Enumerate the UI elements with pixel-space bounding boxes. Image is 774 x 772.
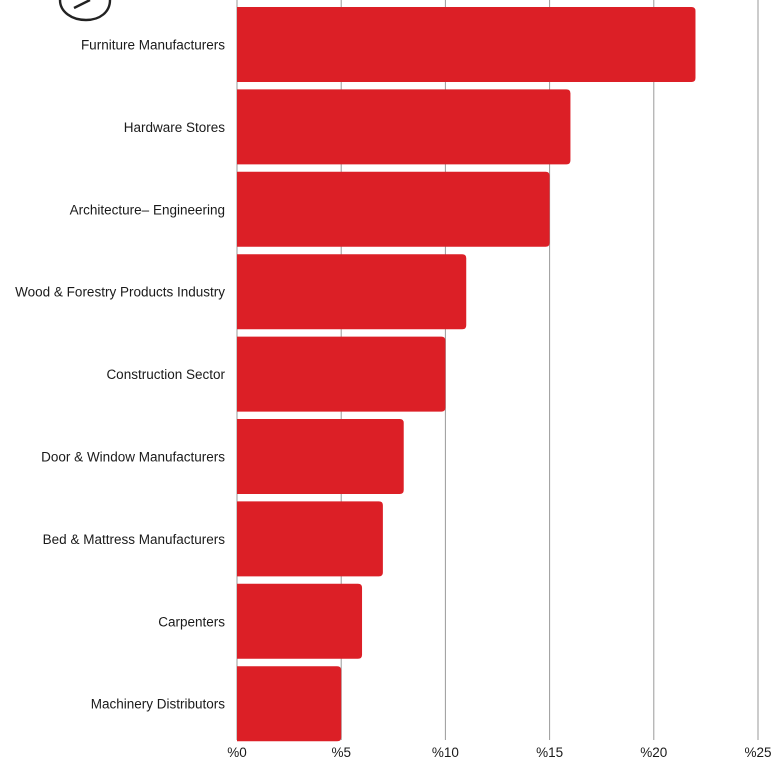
bar (237, 336, 446, 412)
category-label: Door & Window Manufacturers (41, 450, 225, 465)
logo-icon (58, 0, 112, 22)
category-label: Wood & Forestry Products Industry (15, 285, 225, 300)
x-tick-label: %25 (744, 745, 771, 760)
category-labels: Furniture Manufacturers Hardware Stores Ar… (15, 38, 225, 712)
category-label: Carpenters (158, 614, 225, 629)
category-label: Construction Sector (106, 367, 225, 382)
x-tick-label: %0 (227, 745, 247, 760)
category-label: Machinery Distributors (91, 697, 226, 712)
bar (237, 89, 571, 165)
x-tick-label: %15 (536, 745, 563, 760)
bar (237, 419, 404, 494)
category-label: Architecture– Engineering (70, 202, 225, 217)
bar (237, 254, 467, 330)
bar (237, 583, 363, 659)
x-tick-label: %20 (640, 745, 667, 760)
bar (237, 666, 342, 742)
bar (237, 171, 550, 247)
bar (237, 501, 383, 577)
x-tick-label: %10 (432, 745, 459, 760)
x-axis-tick-labels: %0 %5 %10 %15 %20 %25 (227, 745, 771, 760)
bar (237, 7, 696, 82)
category-label: Furniture Manufacturers (81, 38, 225, 53)
category-label: Bed & Mattress Manufacturers (43, 532, 226, 547)
category-label: Hardware Stores (124, 120, 226, 135)
bars (237, 7, 696, 742)
x-tick-label: %5 (331, 745, 351, 760)
